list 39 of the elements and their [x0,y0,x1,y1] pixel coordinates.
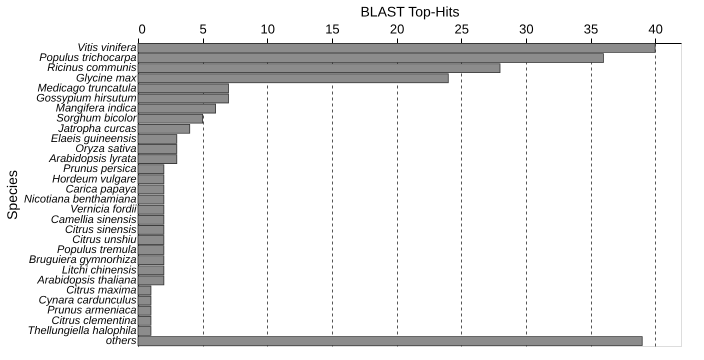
x-tick-label: 30 [519,22,534,36]
y-tick-label: Prunus armeniaca [47,304,136,317]
y-tick-label: Oryza sativa [75,143,136,156]
y-tick-label: Vernicia fordii [70,204,138,216]
y-tick-label: Nicotiana benthamiana [24,194,136,206]
y-tick-label: Citrus maxima [66,284,136,297]
y-tick-label: Ricinus communis [47,62,137,74]
y-tick-label: Sorghum bicolor [56,112,138,125]
y-tick-label: Cynara cardunculus [38,294,137,307]
x-tick-label: 0 [138,22,146,36]
y-axis-title: Species [4,170,20,220]
y-tick-label: Elaeis guineensis [50,132,137,145]
y-tick-label: Citrus unshiu [72,234,136,246]
y-tick-label: Bruguiera gymnorhiza [28,254,136,266]
x-tick-label: 40 [648,22,663,36]
y-tick-label: Mangifera indica [56,102,136,115]
y-tick-label: Glycine max [76,72,137,84]
y-tick-label: others [106,335,137,348]
y-tick-label: Populus trichocarpa [39,52,136,64]
x-tick-label: 35 [584,22,598,36]
x-tick-label: 5 [200,22,207,36]
y-tick-label: Arabidopsis lyrata [48,153,136,166]
y-tick-label: Litchi chinensis [62,264,137,276]
x-axis-title: BLAST Top-Hits [360,4,460,20]
y-tick-label: Jatropha curcas [57,122,137,135]
y-tick-label: Citrus clementina [52,314,136,327]
y-tick-label: Populus tremula [57,244,136,256]
y-tick-label: Gossypium hirsutum [36,92,136,104]
x-tick-label: 10 [260,22,276,36]
x-tick-label: 20 [390,22,404,36]
x-tick-label: 25 [454,22,469,36]
y-tick-label: Prunus persica [63,163,136,176]
y-tick-label: Arabidopsis thaliana [36,274,136,286]
y-tick-label: Camellia sinensis [50,214,137,226]
x-tick-label: 15 [325,22,340,36]
y-tick-label: Hordeum vulgare [52,173,136,186]
y-tick-label: Vitis vinifera [77,42,136,54]
y-tick-label: Thellungiella halophila [28,324,136,337]
y-tick-label: Citrus sinensis [64,224,137,236]
